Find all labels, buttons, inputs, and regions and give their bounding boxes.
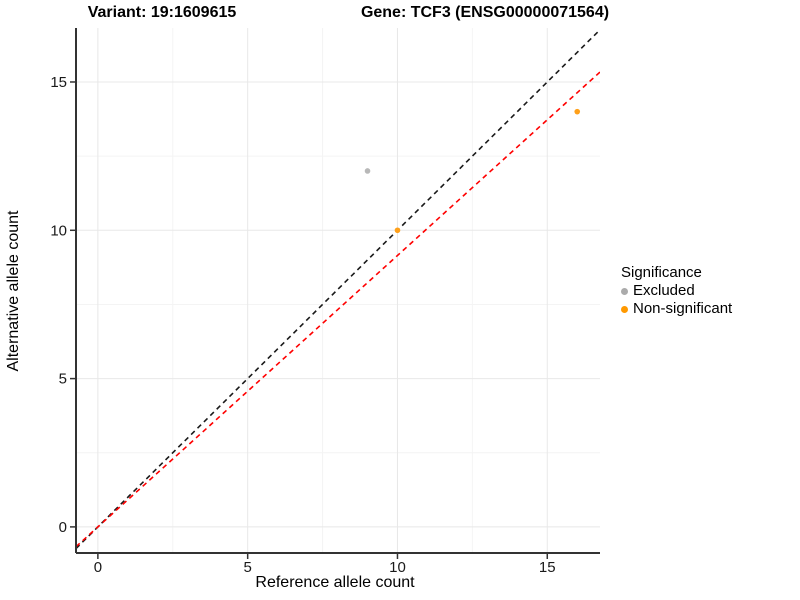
legend-item-excluded: Excluded <box>621 282 732 300</box>
x-tick-label: 5 <box>243 559 251 576</box>
y-tick-label: 10 <box>50 222 67 239</box>
expected-ratio-line <box>76 71 600 548</box>
y-axis-title: Alternative allele count <box>5 210 22 372</box>
identity-line <box>76 29 600 550</box>
x-tick-label: 10 <box>389 559 406 576</box>
y-tick-label: 15 <box>50 74 67 91</box>
data-point-non-significant <box>574 108 581 115</box>
x-tick-label: 15 <box>539 559 556 576</box>
excluded-point-icon <box>621 287 628 295</box>
plot-title-gene: Gene: TCF3 (ENSG00000071564) <box>360 4 610 21</box>
y-tick-label: 0 <box>59 519 67 536</box>
legend-item-label: Excluded <box>633 282 695 299</box>
plot-title-variant: Variant: 19:1609615 <box>87 4 237 21</box>
legend-title: Significance <box>621 264 702 281</box>
x-axis-title: Reference allele count <box>255 574 415 591</box>
legend: Significance Excluded Non-significant <box>621 263 732 318</box>
y-tick-label: 5 <box>59 371 67 388</box>
legend-item-non-significant: Non-significant <box>621 300 732 318</box>
x-tick-label: 0 <box>94 559 102 576</box>
non-significant-point-icon <box>621 305 628 313</box>
data-point-excluded <box>364 168 371 174</box>
data-point-non-significant <box>394 227 401 234</box>
legend-item-label: Non-significant <box>633 300 733 317</box>
